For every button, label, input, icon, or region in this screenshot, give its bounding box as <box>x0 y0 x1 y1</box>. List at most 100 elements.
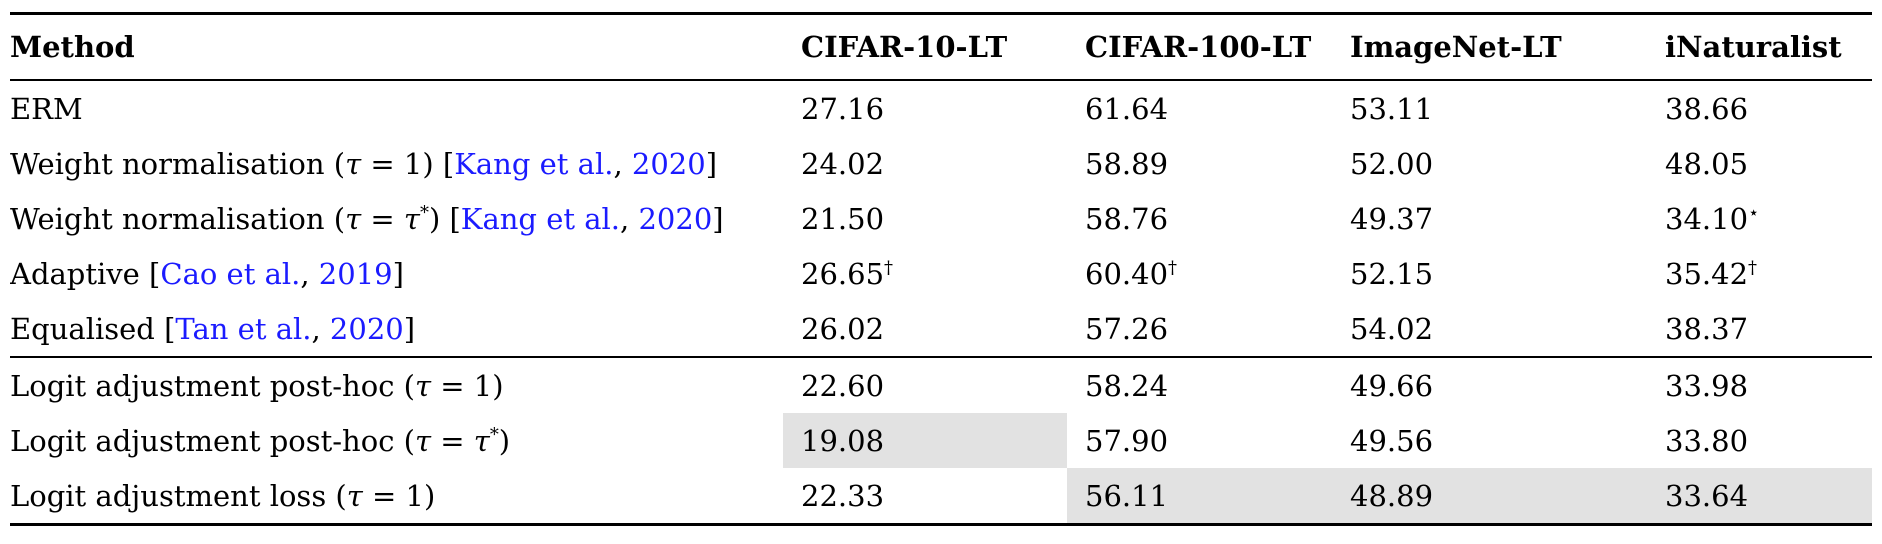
value-cell: 49.56 <box>1332 413 1647 468</box>
value-cell: 56.11 <box>1067 468 1332 525</box>
value-cell: 58.24 <box>1067 357 1332 413</box>
value-cell: 27.16 <box>783 80 1067 136</box>
value-cell: 22.60 <box>783 357 1067 413</box>
method-text: Equalised [ <box>10 311 176 346</box>
value-cell: 38.66 <box>1647 80 1872 136</box>
value-cell: 49.66 <box>1332 357 1647 413</box>
metric-value: 22.33 <box>801 478 885 513</box>
metric-value: 56.11 <box>1085 478 1169 513</box>
method-text: = 1) <box>431 368 504 403</box>
metric-value: 57.90 <box>1085 423 1169 458</box>
metric-value: 58.89 <box>1085 146 1169 181</box>
metric-value: 53.11 <box>1350 91 1434 126</box>
metric-value: 38.66 <box>1665 91 1749 126</box>
metric-value: 26.02 <box>801 311 885 346</box>
method-cell: Logit adjustment post-hoc (τ = 1) <box>10 357 783 413</box>
math-symbol-tau: τ <box>473 423 490 458</box>
citation-link[interactable]: 2020 <box>638 201 713 236</box>
value-cell: 33.80 <box>1647 413 1872 468</box>
value-cell: 19.08 <box>783 413 1067 468</box>
metric-value: 33.64 <box>1665 478 1749 513</box>
value-cell: 53.11 <box>1332 80 1647 136</box>
math-symbol-tau: τ <box>414 423 432 458</box>
superscript-asterisk: * <box>419 201 429 223</box>
metric-value: 49.37 <box>1350 201 1434 236</box>
method-text: ] <box>705 146 718 181</box>
table-row: Logit adjustment loss (τ = 1) 22.33 56.11 4… <box>10 468 1872 525</box>
citation-link[interactable]: Tan et al. <box>175 311 312 346</box>
value-cell: 54.02 <box>1332 301 1647 357</box>
metric-value: 58.76 <box>1085 201 1169 236</box>
method-text: Weight normalisation ( <box>10 146 346 181</box>
column-header-method: Method <box>10 30 135 64</box>
dagger-marker: † <box>1168 256 1178 278</box>
table-row: Adaptive [Cao et al., 2019] 26.65† 60.40† 5… <box>10 246 1872 301</box>
metric-value: 33.98 <box>1665 368 1749 403</box>
metric-value: 35.42 <box>1665 256 1749 291</box>
method-text: = <box>431 423 474 458</box>
metric-value: 26.65 <box>801 256 885 291</box>
value-cell: 57.90 <box>1067 413 1332 468</box>
metric-value: 52.15 <box>1350 256 1434 291</box>
method-text: ) <box>498 423 511 458</box>
metric-value: 49.66 <box>1350 368 1434 403</box>
value-cell: 52.15 <box>1332 246 1647 301</box>
value-cell: 22.33 <box>783 468 1067 525</box>
value-cell: 60.40† <box>1067 246 1332 301</box>
method-cell: Logit adjustment loss (τ = 1) <box>10 468 783 525</box>
metric-value: 27.16 <box>801 91 885 126</box>
method-text: = 1) [ <box>361 146 455 181</box>
table-row: Logit adjustment post-hoc (τ = τ*) 19.08 5… <box>10 413 1872 468</box>
method-text: , <box>620 201 639 236</box>
method-text: , <box>613 146 632 181</box>
value-cell: 26.65† <box>783 246 1067 301</box>
method-cell: Weight normalisation (τ = τ*) [Kang et a… <box>10 191 783 246</box>
math-symbol-tau: τ <box>346 478 363 513</box>
metric-value: 60.40 <box>1085 256 1169 291</box>
citation-link[interactable]: Kang et al. <box>460 201 621 236</box>
method-text: , <box>311 311 330 346</box>
method-text: ] <box>392 256 404 291</box>
method-text: ] <box>403 311 416 346</box>
metric-value: 57.26 <box>1085 311 1169 346</box>
method-text: ERM <box>10 91 83 126</box>
column-header-imagenet-lt: ImageNet-LT <box>1350 30 1562 64</box>
table-row: Weight normalisation (τ = 1) [Kang et al… <box>10 136 1872 191</box>
citation-link[interactable]: Cao et al. <box>160 256 301 291</box>
table-row: Logit adjustment post-hoc (τ = 1) 22.60 58… <box>10 357 1872 413</box>
dagger-marker: † <box>1748 256 1758 278</box>
metric-value: 19.08 <box>801 423 885 458</box>
metric-value: 21.50 <box>801 201 885 236</box>
metric-value: 49.56 <box>1350 423 1434 458</box>
method-cell: Logit adjustment post-hoc (τ = τ*) <box>10 413 783 468</box>
method-cell: Equalised [Tan et al., 2020] <box>10 301 783 357</box>
method-text: Logit adjustment loss ( <box>10 478 347 513</box>
table-row: ERM 27.16 61.64 53.11 38.66 <box>10 80 1872 136</box>
metric-value: 54.02 <box>1350 311 1434 346</box>
math-symbol-tau: τ <box>345 201 362 236</box>
metric-value: 52.00 <box>1350 146 1434 181</box>
header-row: Method CIFAR-10-LT CIFAR-100-LT ImageNet-LT… <box>10 14 1872 80</box>
value-cell: 52.00 <box>1332 136 1647 191</box>
method-text: ) [ <box>428 201 461 236</box>
citation-link[interactable]: Kang et al. <box>454 146 614 181</box>
math-symbol-tau: τ <box>345 146 362 181</box>
method-text: , <box>300 256 319 291</box>
section-baselines: ERM 27.16 61.64 53.11 38.66 Weight normalisat… <box>10 80 1872 357</box>
value-cell: 26.02 <box>783 301 1067 357</box>
value-cell: 33.64 <box>1647 468 1872 525</box>
math-symbol-tau: τ <box>403 201 420 236</box>
citation-link[interactable]: 2020 <box>329 311 404 346</box>
citation-link[interactable]: 2020 <box>631 146 706 181</box>
method-text: Logit adjustment post-hoc ( <box>10 368 415 403</box>
dagger-marker: † <box>884 256 894 278</box>
value-cell: 21.50 <box>783 191 1067 246</box>
citation-link[interactable]: 2019 <box>318 256 393 291</box>
method-cell: Adaptive [Cao et al., 2019] <box>10 246 783 301</box>
superscript-asterisk: * <box>489 423 499 445</box>
column-header-inaturalist: iNaturalist <box>1665 30 1842 64</box>
value-cell: 48.05 <box>1647 136 1872 191</box>
method-cell: Weight normalisation (τ = 1) [Kang et al… <box>10 136 783 191</box>
metric-value: 24.02 <box>801 146 885 181</box>
column-header-cifar-10-lt: CIFAR-10-LT <box>801 30 1008 64</box>
